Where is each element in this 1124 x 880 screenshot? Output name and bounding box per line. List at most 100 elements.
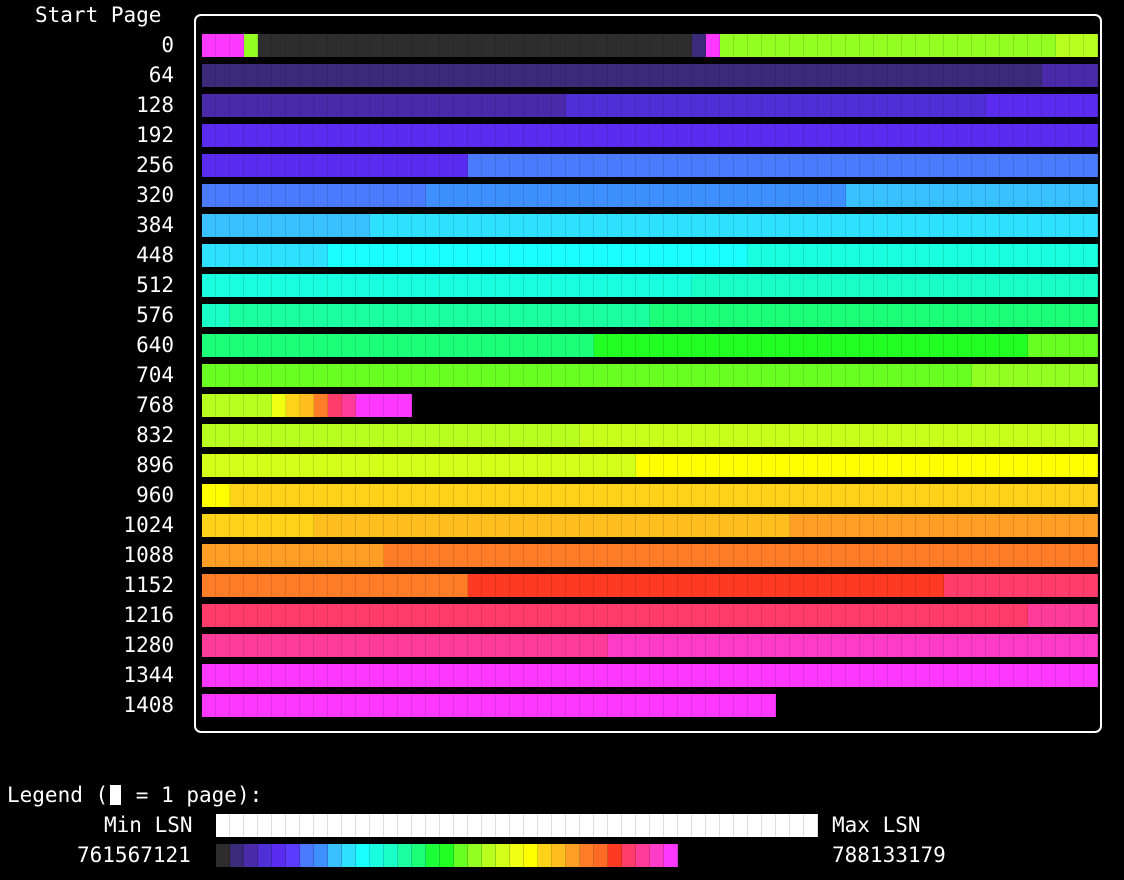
page-cell	[846, 64, 860, 87]
page-cell	[594, 364, 608, 387]
page-cell	[286, 274, 300, 297]
page-cell	[1042, 664, 1056, 687]
page-cell	[524, 94, 538, 117]
page-cell	[860, 64, 874, 87]
page-cell	[566, 424, 580, 447]
page-cell	[818, 424, 832, 447]
page-cell	[454, 454, 468, 477]
page-cell	[1042, 214, 1056, 237]
page-cell	[678, 634, 692, 657]
page-cell	[846, 334, 860, 357]
page-cell	[300, 154, 314, 177]
page-cell	[454, 424, 468, 447]
legend-color-swatch	[636, 844, 650, 867]
page-cell	[776, 124, 790, 147]
page-cell	[216, 694, 230, 717]
page-cell	[818, 304, 832, 327]
page-cell	[314, 334, 328, 357]
page-cell	[454, 274, 468, 297]
page-cell	[328, 634, 342, 657]
page-cell	[888, 574, 902, 597]
page-cell	[440, 124, 454, 147]
page-cell	[440, 574, 454, 597]
page-cell	[496, 514, 510, 537]
page-cell	[930, 304, 944, 327]
page-cell	[636, 124, 650, 147]
page-cell	[370, 424, 384, 447]
legend-color-swatch	[482, 844, 496, 867]
page-cell	[580, 154, 594, 177]
page-cell	[650, 274, 664, 297]
page-cell	[1042, 154, 1056, 177]
page-cell	[594, 664, 608, 687]
row-start-page-label: 0	[161, 33, 174, 57]
page-cell	[580, 424, 594, 447]
page-cell	[860, 274, 874, 297]
legend-color-swatch	[468, 844, 482, 867]
page-cell	[1028, 274, 1042, 297]
legend-color-swatch	[664, 844, 678, 867]
page-cell	[328, 484, 342, 507]
page-cell	[622, 424, 636, 447]
page-cell	[244, 454, 258, 477]
page-cell	[972, 304, 986, 327]
page-cell	[1000, 64, 1014, 87]
page-cell	[398, 154, 412, 177]
page-cell	[958, 274, 972, 297]
page-cell	[846, 364, 860, 387]
page-cell	[944, 484, 958, 507]
page-cell	[286, 544, 300, 567]
page-cell	[538, 154, 552, 177]
page-cell	[594, 34, 608, 57]
page-cell	[986, 484, 1000, 507]
page-cell	[216, 244, 230, 267]
page-cell	[496, 154, 510, 177]
page-cell	[1084, 634, 1098, 657]
page-cell	[370, 64, 384, 87]
page-cell	[930, 334, 944, 357]
page-cell	[552, 214, 566, 237]
legend-color-swatch	[244, 844, 258, 867]
page-cell	[230, 424, 244, 447]
page-cell	[1084, 604, 1098, 627]
page-cell	[272, 574, 286, 597]
page-cell	[328, 424, 342, 447]
page-cell	[608, 304, 622, 327]
page-cell	[636, 214, 650, 237]
page-cell	[706, 514, 720, 537]
page-cell	[1028, 634, 1042, 657]
page-cell	[1056, 544, 1070, 567]
page-cell	[776, 214, 790, 237]
page-cell	[860, 604, 874, 627]
page-cell	[510, 64, 524, 87]
page-cell	[1028, 184, 1042, 207]
page-cell	[216, 514, 230, 537]
page-cell	[230, 154, 244, 177]
page-cell	[846, 154, 860, 177]
page-cell	[244, 214, 258, 237]
page-cell	[972, 274, 986, 297]
page-cell	[510, 244, 524, 267]
page-cell	[874, 544, 888, 567]
page-cell	[244, 154, 258, 177]
page-cell	[202, 484, 216, 507]
page-cell	[720, 154, 734, 177]
page-cell	[594, 64, 608, 87]
page-cell	[860, 574, 874, 597]
page-cell	[230, 124, 244, 147]
page-cell	[594, 694, 608, 717]
page-cell	[930, 64, 944, 87]
row-start-page-label: 1152	[123, 573, 174, 597]
page-cell	[216, 304, 230, 327]
page-cell	[370, 544, 384, 567]
page-cell	[958, 364, 972, 387]
page-cell	[328, 664, 342, 687]
page-cell	[748, 694, 762, 717]
page-cell	[776, 274, 790, 297]
page-cell	[272, 664, 286, 687]
page-cell	[818, 484, 832, 507]
page-cell	[608, 544, 622, 567]
page-cell	[720, 484, 734, 507]
page-cell	[930, 514, 944, 537]
page-cell	[1014, 454, 1028, 477]
